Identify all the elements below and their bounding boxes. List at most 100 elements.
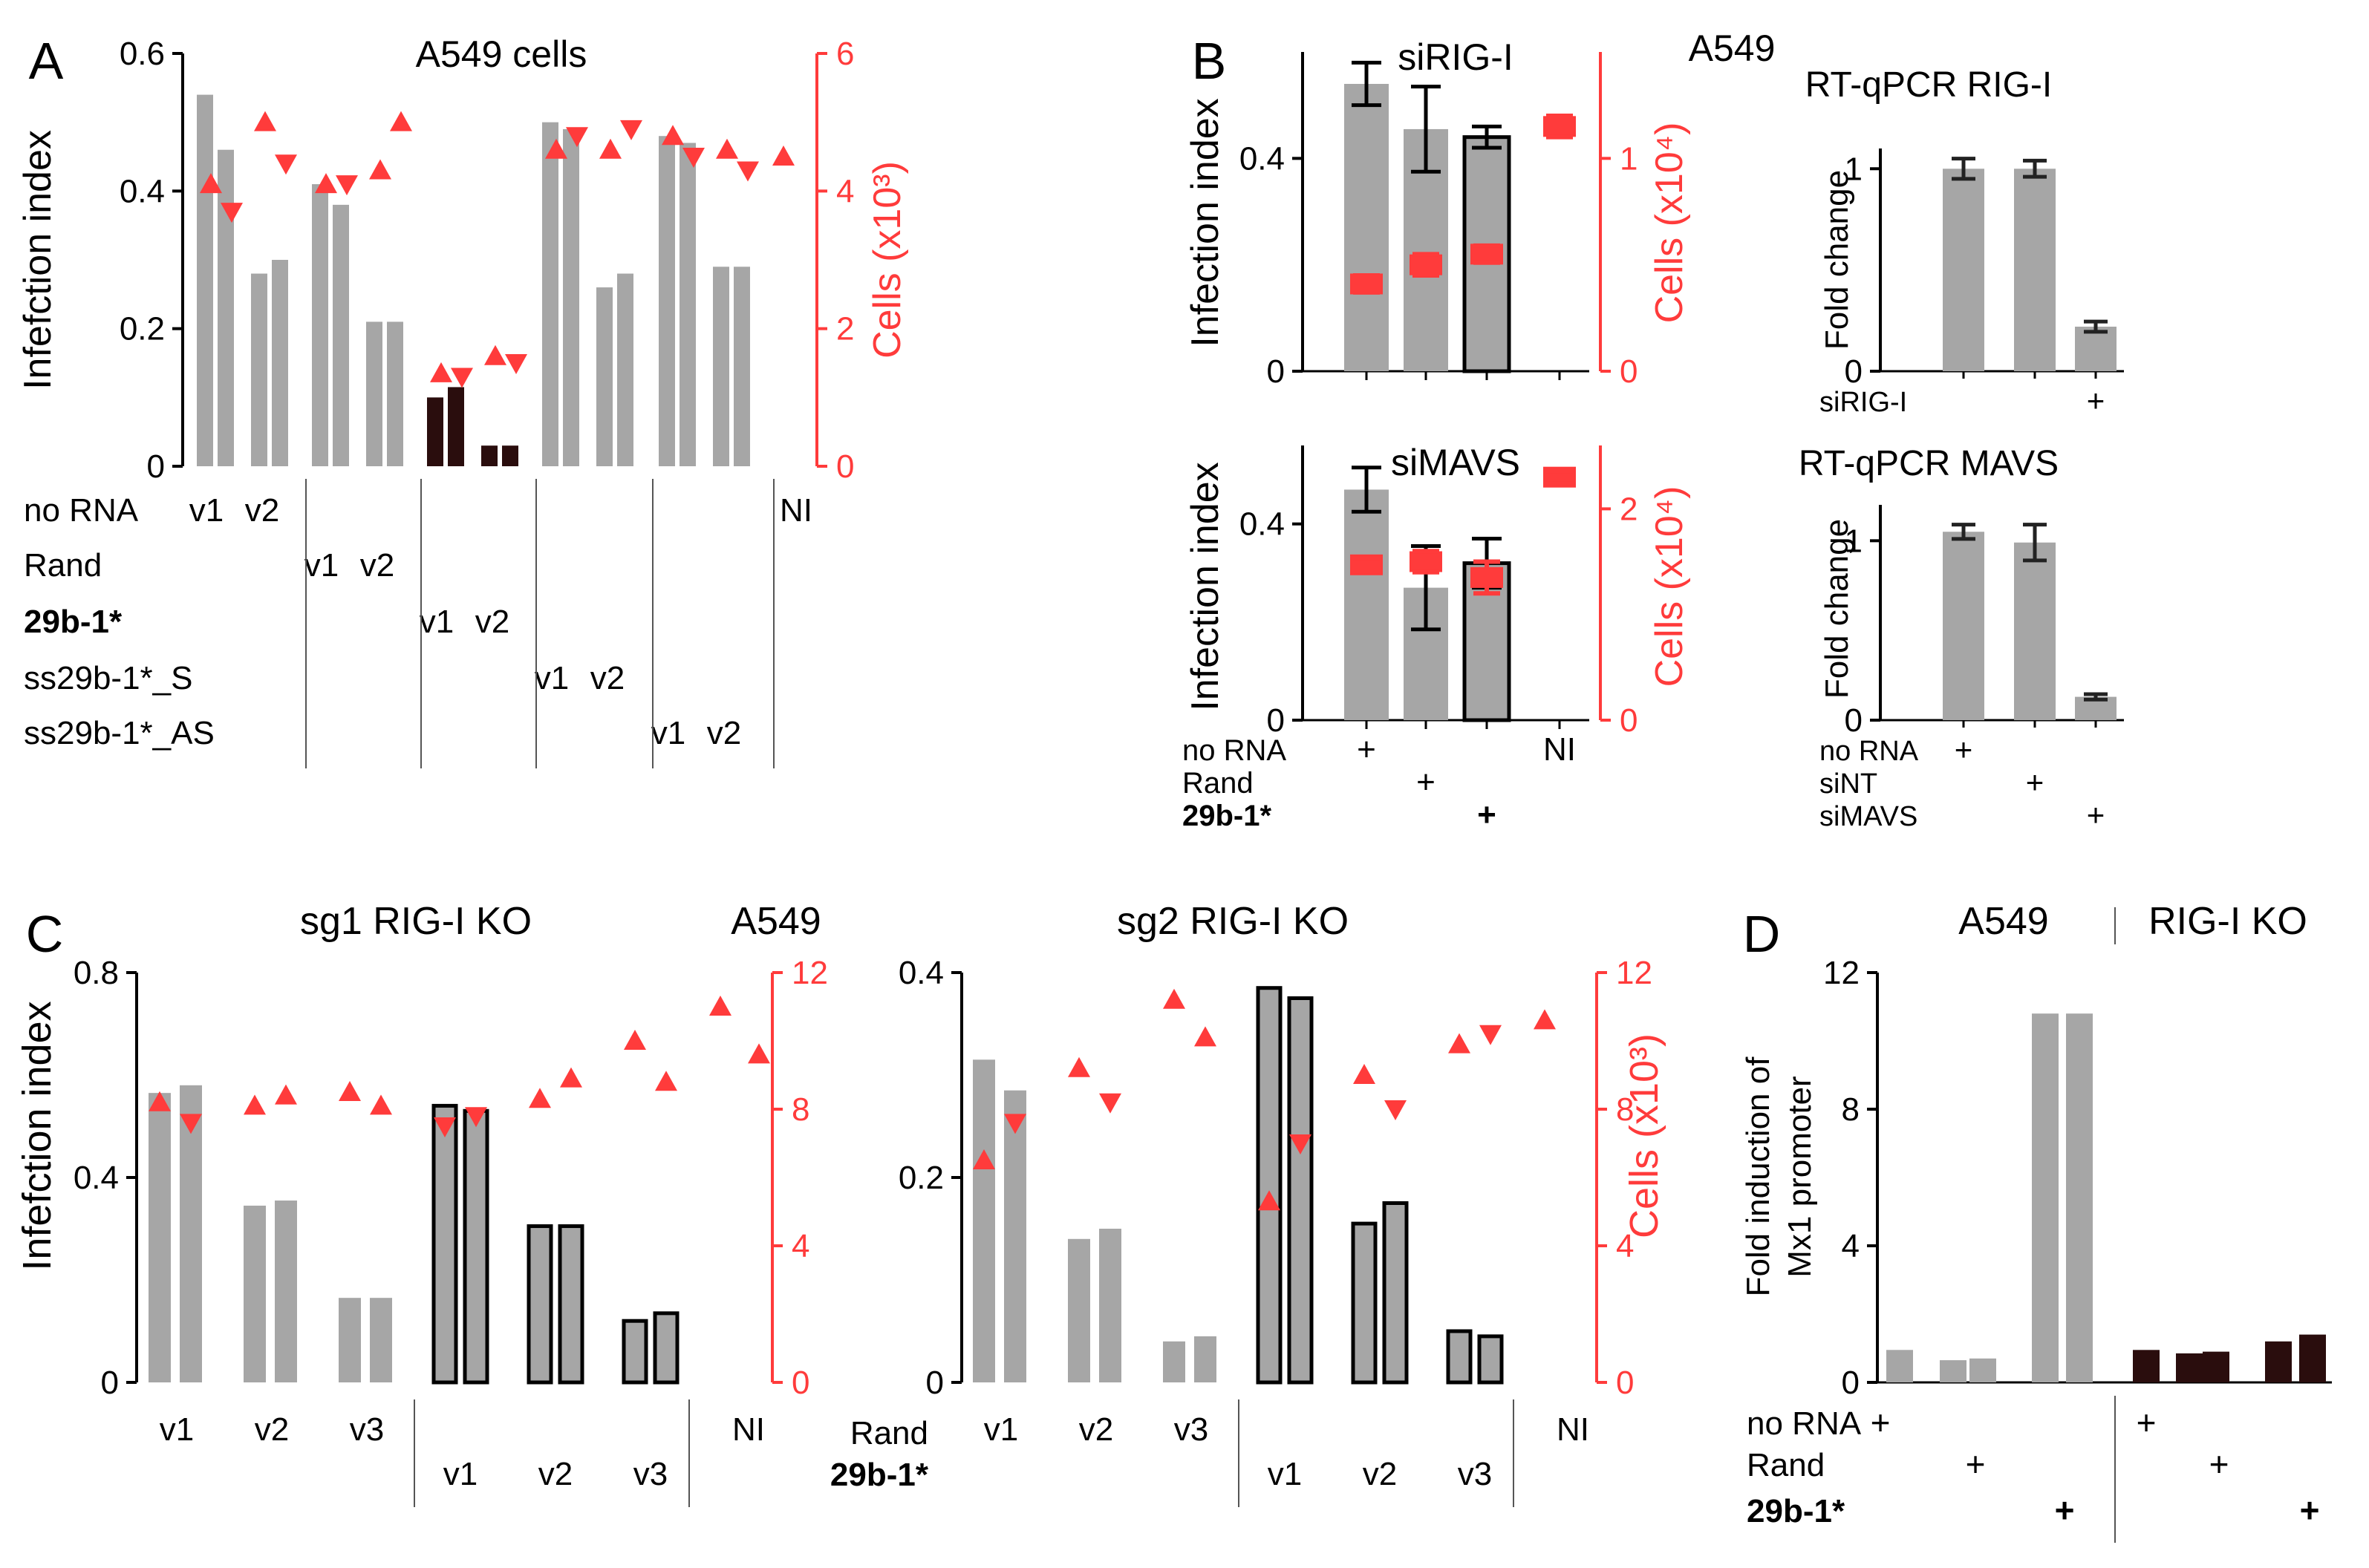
- panel-a-group-label: v1: [189, 492, 224, 529]
- panel-b-qpcr-legend-label: siMAVS: [1819, 801, 1917, 832]
- panel-a-bar: [333, 204, 349, 466]
- panel-c-bar: [1382, 1201, 1409, 1385]
- panel-a-ni-marker: [772, 146, 795, 166]
- panel-c-title: sg2 RIG-I KO: [1117, 900, 1349, 943]
- panel-c-cells-marker: [655, 1071, 677, 1091]
- panel-c-cells-marker: [1258, 1190, 1280, 1211]
- panel-b-qpcr-bar: [2014, 169, 2056, 372]
- panel-a-cells-marker: [737, 161, 759, 182]
- panel-c-cells-marker: [1289, 1134, 1311, 1154]
- panel-b-ylabel: Infection index: [1184, 462, 1227, 710]
- panel-b-bar: [1344, 489, 1389, 720]
- panel-d-bar: [1969, 1358, 1996, 1382]
- panel-b-y2-axis-tick-label-0: 0: [1620, 353, 1638, 390]
- panel-c-xlabel: v2: [1079, 1411, 1113, 1448]
- panel-a-group-label: v1: [420, 604, 454, 640]
- panel-b-y2label: Cells (x10⁴): [1648, 486, 1691, 687]
- panel-c-bar: [1068, 1238, 1090, 1382]
- panel-a-ylabel: Infefction index: [16, 130, 59, 390]
- panel-c-bar: [1099, 1229, 1121, 1382]
- panel-c-cells-marker: [1004, 1114, 1026, 1134]
- panel-c-xlabel: v2: [255, 1411, 289, 1448]
- panel-b-qpcr-bar: [1943, 169, 1984, 372]
- panel-c-ylabel: Infefction index: [15, 1001, 59, 1270]
- panel-c-bar: [180, 1085, 202, 1382]
- panel-a-y2-axis-tick-label-2: 4: [836, 173, 854, 209]
- panel-a-y-axis-tick-label-1: 0.2: [120, 311, 165, 347]
- panel-a-bar: [197, 94, 213, 466]
- panel-d-y-axis-tick-label-1: 4: [1842, 1228, 1860, 1264]
- panel-a-bar: [596, 287, 613, 466]
- panel-a-cells-marker: [315, 173, 337, 194]
- panel-c-cells-marker: [149, 1091, 171, 1111]
- panel-c-bar: [653, 1311, 680, 1385]
- panel-a-bar: [713, 267, 729, 466]
- panel-d-bar: [1886, 1350, 1913, 1382]
- panel-a-y-axis-tick-label-3: 0.6: [120, 36, 165, 72]
- panel-c-bar: [1163, 1341, 1185, 1382]
- panel-c-y-axis-tick-label-1: 0.4: [74, 1160, 119, 1196]
- panel-a-y-axis-tick-label-2: 0.4: [120, 173, 165, 209]
- panel-c-cells-marker: [624, 1030, 646, 1050]
- panel-d-bar: [2265, 1341, 2292, 1382]
- panel-c-title: sg1 RIG-I KO: [300, 900, 532, 943]
- panel-c-cells-marker: [1163, 988, 1185, 1009]
- panel-c-y-axis-tick-label-1: 0.2: [899, 1160, 944, 1196]
- panel-b-qpcr-y-axis-tick-label-1: 1: [1845, 151, 1863, 187]
- panel-d-header: RIG-I KO: [2148, 900, 2307, 943]
- panel-d-legend-label: Rand: [1747, 1447, 1825, 1483]
- panel-d-legend-plus: +: [1871, 1403, 1891, 1442]
- panel-c-cells-marker: [244, 1094, 266, 1115]
- panel-c-cells-marker: [709, 996, 731, 1016]
- panel-c-cells-marker: [1353, 1064, 1375, 1084]
- panel-b-qpcr-bar: [2075, 327, 2117, 371]
- panel-b-note: A549: [1689, 27, 1776, 69]
- panel-a-ni-label: NI: [780, 492, 812, 529]
- panel-a-cells-marker: [566, 127, 588, 148]
- panel-d-legend-plus: +: [2300, 1491, 2320, 1529]
- panel-letter-b: B: [1192, 32, 1227, 90]
- panel-a-bar: [272, 260, 288, 466]
- panel-d-bar: [2176, 1353, 2203, 1382]
- panel-c-cells-marker: [1194, 1026, 1216, 1047]
- panel-d-bar: [1940, 1360, 1966, 1382]
- panel-a-group-label: v2: [360, 547, 394, 584]
- panel-c-xlabel: v2: [1363, 1456, 1397, 1492]
- panel-b-legend-mark: NI: [1543, 731, 1576, 768]
- panel-letter-d: D: [1743, 905, 1781, 963]
- panel-c-bar: [1446, 1329, 1473, 1385]
- panel-d-legend-label: no RNA: [1747, 1405, 1862, 1442]
- panel-a-bar: [366, 321, 382, 466]
- panel-b-qpcr-bar: [1943, 532, 1984, 720]
- panel-b-legend-label: Rand: [1182, 767, 1254, 800]
- panel-c-xlabel: v3: [1174, 1411, 1208, 1448]
- panel-c-y2-axis-tick-label-0: 0: [792, 1365, 809, 1401]
- panel-a-row-label: ss29b-1*_S: [24, 660, 192, 696]
- panel-a-cells-marker: [390, 111, 412, 131]
- panel-c-bar: [1477, 1334, 1504, 1385]
- panel-b-row-title: siRIG-I: [1398, 36, 1513, 78]
- panel-b-qpcr-ylabel: Fold change: [1819, 170, 1855, 350]
- panel-a-cells-marker: [221, 203, 243, 223]
- panel-a-cells-marker: [716, 138, 738, 159]
- panel-c-cells-marker: [748, 1043, 770, 1064]
- panel-c-bar: [244, 1205, 266, 1382]
- panel-a-y2-axis-tick-label-0: 0: [836, 448, 854, 485]
- panel-a-group-label: v2: [245, 492, 279, 529]
- panel-a-cells-marker: [254, 111, 276, 131]
- panel-b-y-axis-tick-label-1: 0.4: [1239, 140, 1285, 177]
- panel-a-cells-marker: [430, 362, 452, 382]
- panel-d-y-axis-tick-label-0: 0: [1842, 1365, 1860, 1401]
- panel-c-bar: [527, 1224, 553, 1385]
- panel-c-bar: [149, 1093, 171, 1382]
- panel-c-cells-marker: [1534, 1009, 1556, 1030]
- panel-b-y2label: Cells (x10⁴): [1648, 122, 1691, 324]
- panel-c-cells-marker: [1068, 1056, 1090, 1077]
- panel-a-bar: [481, 445, 498, 466]
- panel-c-bar: [1004, 1090, 1026, 1382]
- panel-a-group-label: v2: [475, 604, 509, 640]
- panel-b-qpcr-ylabel: Fold change: [1819, 519, 1855, 699]
- panel-c-xlabel: v1: [1268, 1456, 1302, 1492]
- panel-c-y-axis-tick-label-2: 0.8: [74, 955, 119, 991]
